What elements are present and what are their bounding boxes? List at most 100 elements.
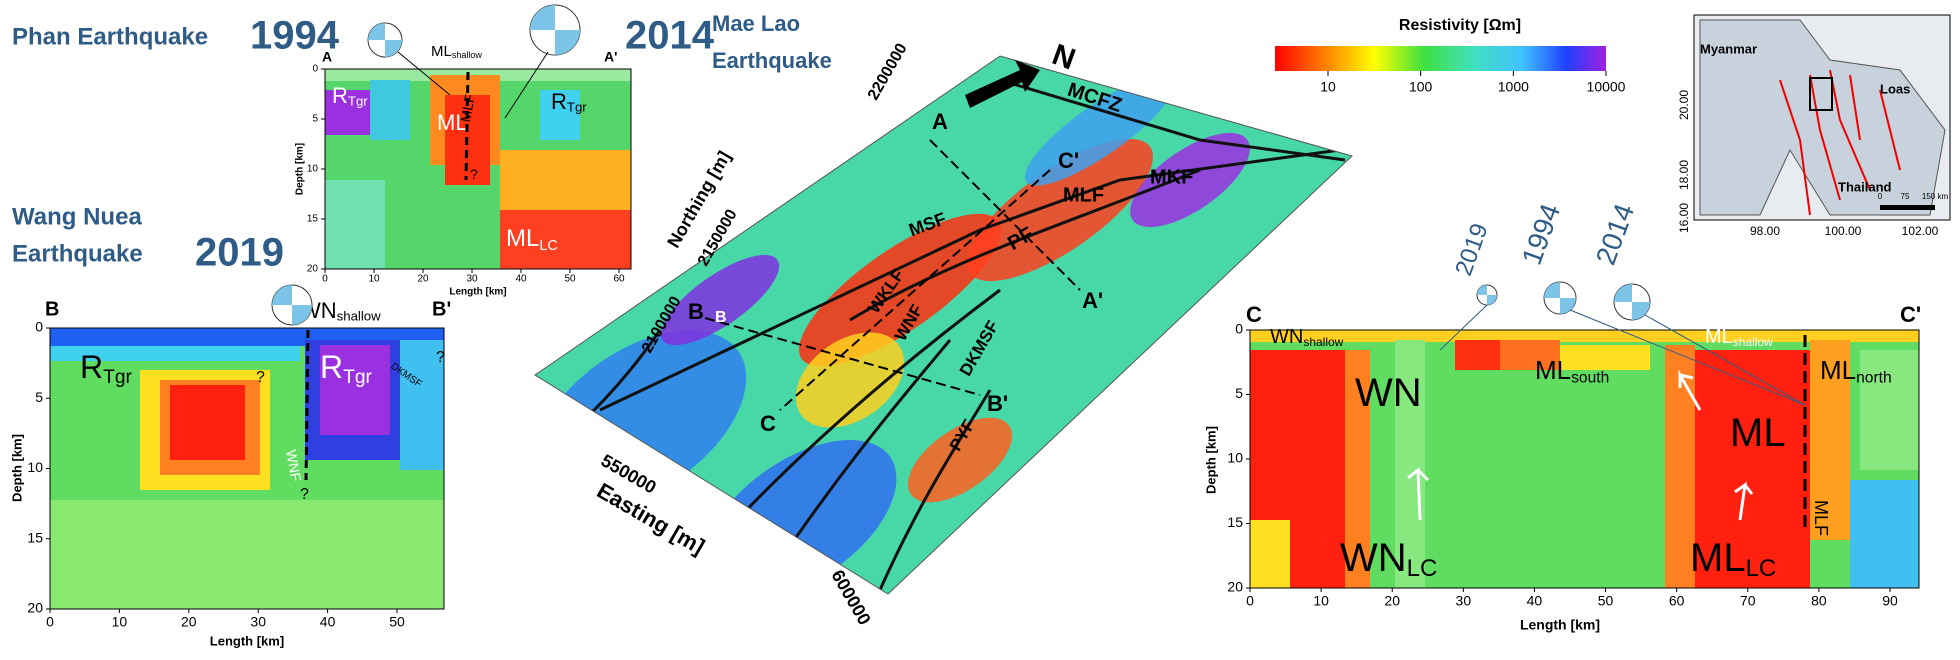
label-main: R [320,349,343,385]
x-tick-label: 10 [1313,593,1329,609]
panel-year: 2019 [195,231,284,275]
label-main: MLF [1811,500,1831,536]
x-tick-label: 0 [1246,593,1254,609]
section-end: A [322,49,332,65]
colorbar [1275,46,1606,71]
x-tick-label: 10 [368,274,380,285]
section-label: MLF [1811,500,1831,536]
axis-title: Length [km] [210,633,284,648]
section-label: WNLC [1340,536,1437,583]
label-main: R [551,89,567,114]
label-main: WN [1340,536,1407,580]
fault-label: B [715,309,727,326]
section-label: ? [300,486,309,503]
x-tick-label: 30 [1456,593,1472,609]
resistivity-cell [1455,340,1500,370]
resistivity-cell [1395,340,1425,588]
resistivity-cell [320,345,390,435]
fault-trace [464,71,470,181]
resistivity-cell [500,210,631,269]
north-label: N [1048,38,1080,76]
land [1699,19,1946,216]
event-year: 1994 [1516,200,1566,269]
fault-line [999,78,1346,162]
y-tick-label: 10 [1227,450,1243,466]
focal-mechanism-quadrant [1477,285,1497,305]
x-tick-label: 90 [1882,593,1898,609]
event-year: 2019 [1450,220,1494,279]
label-sub: north [1856,370,1892,387]
label-sub: LC [1407,555,1438,582]
label-sub: shallow [1303,335,1343,349]
section-line [779,169,1051,411]
fault-label: MLF [1063,184,1104,206]
y-tick-label: 20 [27,600,43,616]
section-label: ? [256,369,265,386]
x-tick-label: 50 [1598,593,1614,609]
scale-label: 150 km [1922,192,1949,201]
section-label: RTgr [332,83,368,109]
label-main: WN [1270,326,1303,348]
resistivity-cell [170,385,245,460]
fault-label: A' [1082,288,1103,313]
y-tick-label: 10 [307,164,319,175]
flow-arrow [1734,481,1754,521]
panel-year: 2014 [625,14,715,58]
section-label: MLLC [506,225,558,253]
fault-line [1879,89,1901,171]
fault-label: B [688,299,704,324]
axis-title: Depth [km] [1203,426,1218,494]
label-main: ? [436,349,445,366]
x-tick-label: 50 [564,274,576,285]
label-sub: Tgr [567,100,587,115]
x-tick-label: 40 [320,614,336,630]
colorbar-tick-label: 10000 [1587,79,1626,95]
x-tick-label: 50 [389,614,405,630]
fault-label: C' [1058,148,1079,173]
panel-title: Wang Nuea [12,203,142,230]
label-sub: Tgr [348,94,368,109]
fault-label: A [932,109,948,134]
x-tick-label: 20 [417,274,429,285]
resistivity-patch [1130,132,1250,228]
x-tick-label: 0 [46,614,54,630]
x-tick-label: 40 [1527,593,1543,609]
section-line [929,139,1081,291]
resistivity-cell [1345,350,1370,588]
colorbar-tick-label: 1000 [1498,79,1529,95]
label-main: R [80,349,103,385]
section-label: ? [436,349,445,366]
resistivity-cell [1560,345,1650,370]
resistivity-cell [1695,350,1810,588]
section-end: B' [432,298,451,320]
label-main: ML [1690,536,1746,580]
x-tick-label: 80 [1811,593,1827,609]
resistivity-cell [50,346,300,361]
map-frame [534,55,1353,595]
resistivity-cell [1860,350,1919,470]
section-end: B [45,298,59,320]
label-sub: shallow [337,309,381,324]
y-tick-label: 20 [307,264,319,275]
label-sub: LC [539,238,557,254]
x-tick-label: 98.00 [1750,224,1780,238]
section-label: ? [470,166,478,182]
country-label: Loas [1880,81,1910,96]
scale-label: 75 [1901,192,1910,201]
resistivity-cell [500,150,631,210]
y-tick-label: 15 [1227,514,1243,530]
resistivity-cell [540,90,580,140]
label-main: ML [506,225,539,252]
fault-label: C [760,411,776,436]
section-label: MLLC [1690,536,1776,583]
section-label: RTgr [320,349,373,388]
flow-arrow [1407,466,1430,521]
y-tick-label: 15 [307,214,319,225]
resistivity-cell [1810,340,1850,540]
section-label: WN [1355,371,1422,415]
resistivity-cell [50,500,444,609]
pointer [397,51,451,96]
x-tick-label: 60 [613,274,625,285]
colorbar-tick-label: 100 [1409,79,1433,95]
